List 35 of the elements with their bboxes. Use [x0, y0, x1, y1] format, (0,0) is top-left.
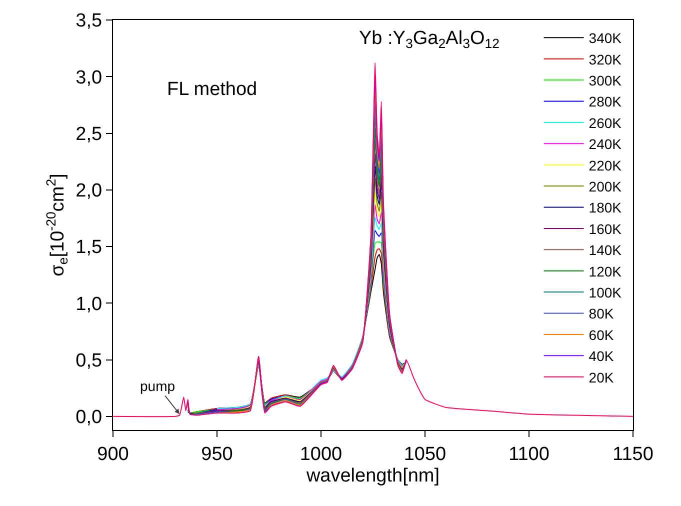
legend-label: 120K: [588, 263, 622, 280]
x-tick-label: 950: [201, 444, 233, 465]
legend-label: 300K: [588, 72, 622, 89]
x-tick-label: 1150: [612, 444, 654, 465]
legend-label: 40K: [588, 348, 614, 364]
x-tick-label: 900: [97, 444, 129, 465]
y-tick-label: 3,0: [76, 67, 102, 88]
legend-label: 340K: [588, 30, 622, 46]
annotation: pump: [140, 378, 176, 394]
legend-label: 20K: [588, 369, 614, 386]
y-tick-label: 0,5: [76, 350, 102, 372]
legend-label: 220K: [588, 157, 622, 174]
legend-label: 280K: [588, 94, 622, 110]
legend-label: 140K: [588, 242, 622, 258]
x-axis-title: wavelength[nm]: [305, 466, 440, 487]
y-tick-label: 1,0: [76, 294, 102, 315]
legend-label: 160K: [588, 220, 622, 237]
legend-label: 180K: [588, 200, 622, 216]
legend-label: 240K: [588, 136, 622, 152]
legend-label: 100K: [588, 284, 622, 301]
legend-label: 80K: [588, 306, 614, 322]
annotation: Yb :Y$_{3}$Ga$_{2}$Al$_{3}$O$_{12}$: [359, 28, 500, 51]
y-tick-label: 1,5: [76, 237, 102, 258]
annotation: FL method: [167, 79, 258, 100]
x-tick-label: 1050: [404, 444, 446, 465]
legend-label: 320K: [588, 51, 622, 68]
y-tick-label: 3,5: [76, 10, 102, 32]
legend-label: 200K: [588, 178, 622, 195]
legend-label: 260K: [588, 114, 622, 131]
x-tick-label: 1000: [300, 444, 342, 465]
y-tick-label: 2,0: [76, 180, 102, 202]
y-tick-label: 2,5: [76, 124, 102, 145]
x-tick-label: 1100: [508, 444, 550, 465]
legend-label: 60K: [588, 326, 614, 343]
y-tick-label: 0,0: [76, 407, 102, 428]
